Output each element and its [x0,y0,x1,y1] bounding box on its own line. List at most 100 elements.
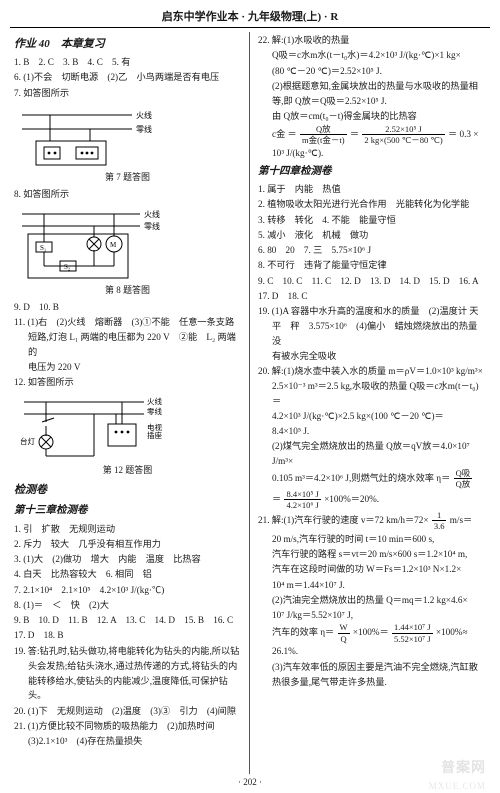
svg-text:零线: 零线 [147,406,162,416]
figure-caption: 第 12 题答图 [14,464,241,478]
answer-line: 9. D 10. B [14,300,241,314]
answer-line: 电压为 220 V [14,360,241,374]
fraction: 1 3.6 [432,511,447,531]
subsection-title-ch14: 第十四章检测卷 [258,164,486,180]
answer-line: 8. 不可行 违背了能量守恒定律 [258,258,486,272]
answer-line: 10⁷ J/kg＝5.52×10⁷ J, [258,608,486,622]
answer-line: 8. 如答图所示 [14,187,241,201]
answer-line: 9. B 10. D 11. B 12. A 13. C 14. D 15. B… [14,613,241,627]
answer-line: 7. 2.1×10⁴ 2.1×10⁵ 4.2×10³ J/(kg·℃) [14,583,241,597]
circuit-diagram-icon: 火线 零线 S₁ S₂ M [14,204,164,284]
fraction: Q放 m金(t金－t) [300,125,347,145]
hot-wire-label: 火线 [136,110,152,120]
answer-line: 4.2×10³ J/(kg·℃)×2.5 kg×(100 ℃－20 ℃)＝ [258,409,486,423]
equation-line: 0.105 m³＝4.2×10⁶ J,则燃气灶的烧水效率 η＝ Q吸 Q放 [258,469,486,489]
answer-line: 6. (1)不会 切断电源 (2)乙 小鸟两端是否有电压 [14,70,241,84]
section-title-test: 检测卷 [14,482,241,499]
svg-text:S₁: S₁ [40,244,46,252]
figure-7: 火线 零线 第 7 题答图 [14,103,241,185]
answer-line: 10⁴ m＝1.44×10⁷ J. [258,578,486,592]
answer-line: 20 m/s,汽车行驶的时间 t＝10 min＝600 s, [258,532,486,546]
answer-line: 4. 白天 比热容较大 6. 相同 铝 [14,567,241,581]
equation-line: c金 ＝ Q放 m金(t金－t) ＝ 2.52×10⁵ J 2 kg×(500 … [258,125,486,145]
answer-line: 21. (1)方便比较不同物质的吸热能力 (2)加热时间 [14,719,241,733]
answer-line: 10³ J/(kg·℃). [258,146,486,160]
answer-line: 12. 如答图所示 [14,375,241,389]
answer-line: 平 秤 3.575×10⁶ (4)偏小 蜡烛燃烧放出的热量没 [258,319,486,348]
answer-line: 8. (1)＝ ＜ 快 (2)大 [14,598,241,612]
answer-line: 汽车在这段时间做的功 W＝Fs＝1.2×10³ N×1.2× [258,562,486,576]
answer-line: (80 ℃－20 ℃)＝2.52×10⁵ J. [258,64,486,78]
answer-line: 3. 转移 转化 4. 不能 能量守恒 [258,213,486,227]
equation-line: ＝ 8.4×10⁵ J 4.2×10⁶ J ×100%＝20%. [258,490,486,510]
answer-line: (3)2.1×10³ (4)存在热量损失 [14,734,241,748]
document-page: 启东中学作业本 · 九年级物理(上) · R 作业 40 本章复习 1. B 2… [0,0,500,793]
answer-line: 20. 解:(1)烧水壶中装入水的质量 m＝ρV＝1.0×10³ kg/m³× [258,364,486,378]
answer-line: 1. 引 扩散 无规则运动 [14,522,241,536]
answer-line: 17. D 18. C [258,289,486,303]
watermark-text: 普案网 [441,757,486,777]
answer-line: 19. (1)A 容器中水升高的温度和水的质量 (2)温度计 天 [258,304,486,318]
answer-line: 短路,灯泡 L₁ 两端的电压都为 220 V ②能 L₂ 两端的 [14,330,241,359]
equation-line: 21. 解:(1)汽车行驶的速度 v＝72 km/h＝72× 1 3.6 m/s… [258,511,486,531]
page-header: 启东中学作业本 · 九年级物理(上) · R [10,8,490,28]
svg-text:火线: 火线 [144,209,160,219]
two-column-layout: 作业 40 本章复习 1. B 2. C 3. B 4. C 5. 有 6. (… [10,32,490,774]
answer-line: 1. 属于 内能 热值 [258,182,486,196]
answer-line: 11. (1)右 (2)火线 熔断器 (3)①不能 任意一条支路 [14,315,241,329]
answer-line: 汽车行驶的路程 s＝vt＝20 m/s×600 s＝1.2×10⁴ m, [258,547,486,561]
circuit-diagram-icon: 火线 零线 电视 插座 台灯 [14,392,174,464]
answer-line: 9. C 10. C 11. C 12. D 13. D 14. D 15. D… [258,274,486,288]
answer-line: 等,即 Q放＝Q吸＝2.52×10⁵ J. [258,94,486,108]
answer-line: 2.5×10⁻³ m³＝2.5 kg,水吸收的热量 Q吸＝c水m(t－t₀)＝ [258,379,486,408]
svg-text:S₂: S₂ [64,263,71,271]
svg-text:零线: 零线 [144,221,160,231]
answer-line: 2. 斥力 较大 几乎没有相互作用力 [14,537,241,551]
fraction: Q吸 Q放 [454,469,473,489]
circuit-diagram-icon: 火线 零线 [14,103,154,171]
equation-rhs: ＝ 0.3 × [448,129,478,139]
answer-line: 由 Q放＝cm(t₀－t)得金属块的比热容 [258,109,486,123]
watermark-url: MXUE.COM [429,781,486,791]
answer-line: 3. (1)大 (2)做功 增大 内能 温度 比热容 [14,552,241,566]
figure-caption: 第 8 题答图 [14,284,241,298]
answer-line: 8.4×10⁵ J. [258,424,486,438]
fraction: W Q [338,623,350,643]
answer-line: 22. 解:(1)水吸收的热量 [258,33,486,47]
svg-text:M: M [110,241,117,249]
figure-caption: 第 7 题答图 [14,171,241,185]
answer-line: 能转移给水,使钻头的内能减少,温度降低,可保护钻头。 [14,674,241,703]
page-number: · 202 · [10,777,490,787]
answer-line: 头会发热;给钻头浇水,通过热传递的方式,将钻头的内 [14,659,241,673]
svg-text:插座: 插座 [147,430,162,440]
answer-line: 1. B 2. C 3. B 4. C 5. 有 [14,55,241,69]
left-column: 作业 40 本章复习 1. B 2. C 3. B 4. C 5. 有 6. (… [10,32,250,774]
equation-line: 汽车的效率 η＝ W Q ×100%＝ 1.44×10⁷ J 5.52×10⁷ … [258,623,486,643]
right-column: 22. 解:(1)水吸收的热量 Q吸＝c水m水(t－t₀水)＝4.2×10³ J… [250,32,490,774]
fraction: 2.52×10⁵ J 2 kg×(500 ℃－80 ℃) [362,125,444,145]
answer-line: 热很多量,尾气带走许多热量. [258,675,486,689]
figure-8: 火线 零线 S₁ S₂ M [14,204,241,298]
answer-line: 19. 答:钻孔时,钻头做功,将电能转化为钻头的内能,所以钻 [14,644,241,658]
answer-line: 5. 减小 液化 机械 做功 [258,228,486,242]
fraction: 1.44×10⁷ J 5.52×10⁷ J [392,623,433,643]
answer-line: 有被水完全吸收 [258,349,486,363]
section-title-homework40: 作业 40 本章复习 [14,36,241,53]
svg-text:台灯: 台灯 [20,436,35,446]
subsection-title-ch13: 第十三章检测卷 [14,503,241,519]
answer-line: 7. 如答图所示 [14,86,241,100]
answer-line: 2. 植物吸收太阳光进行光合作用 光能转化为化学能 [258,197,486,211]
svg-text:火线: 火线 [147,396,162,406]
answer-line: (3)汽车效率低的原因主要是汽油不完全燃烧,汽缸散 [258,660,486,674]
equation-lhs: c金 ＝ [272,129,297,139]
fraction: 8.4×10⁵ J 4.2×10⁶ J [284,490,320,510]
answer-line: 17. D 18. B [14,628,241,642]
neutral-wire-label: 零线 [136,124,152,134]
answer-line: (2)煤气完全燃烧放出的热量 Q放＝qV放＝4.0×10⁷ J/m³× [258,439,486,468]
figure-12: 火线 零线 电视 插座 台灯 [14,392,241,478]
answer-line: 20. (1)下 无规则运动 (2)温度 (3)③ 引力 (4)间隙 [14,704,241,718]
answer-line: 6. 80 20 7. 三 5.75×10⁶ J [258,243,486,257]
answer-line: (2)汽油完全燃烧放出的热量 Q＝mq＝1.2 kg×4.6× [258,593,486,607]
answer-line: 26.1%. [258,644,486,658]
answer-line: Q吸＝c水m水(t－t₀水)＝4.2×10³ J/(kg·℃)×1 kg× [258,48,486,62]
